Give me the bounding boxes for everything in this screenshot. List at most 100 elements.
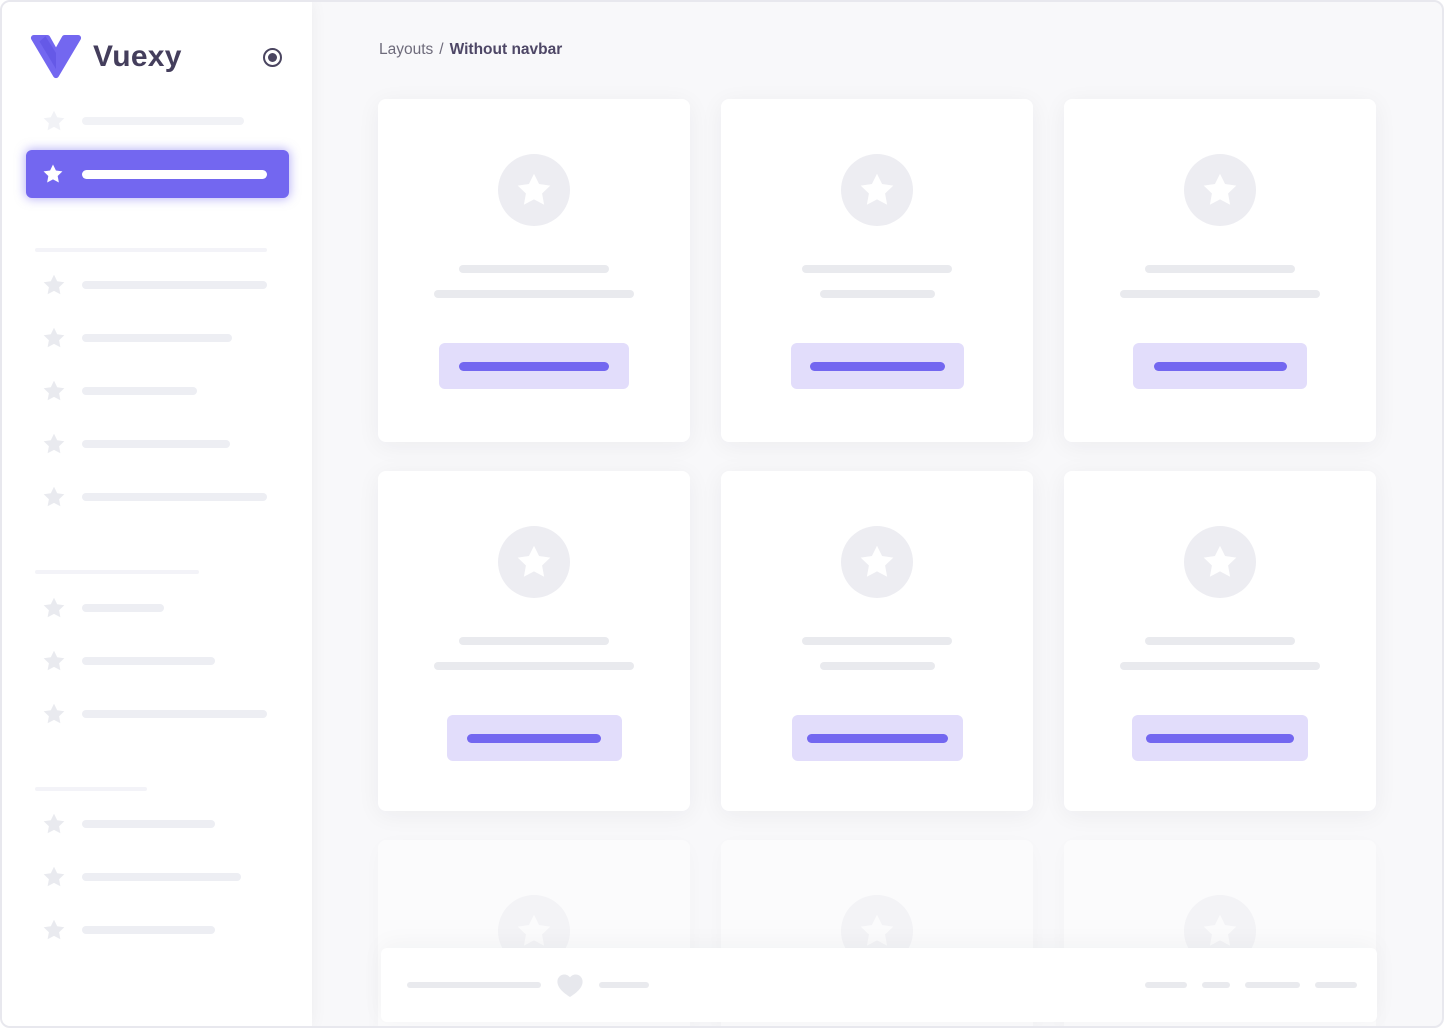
card-grid <box>378 99 1442 1026</box>
main-content: Layouts / Without navbar <box>312 2 1442 1026</box>
skeleton-bar <box>82 820 215 828</box>
star-icon <box>42 649 66 673</box>
skeleton-bar <box>82 926 215 934</box>
breadcrumb-parent[interactable]: Layouts <box>379 41 434 58</box>
sidebar-nav <box>2 109 312 942</box>
card <box>1064 99 1376 442</box>
skeleton-bar <box>82 281 267 289</box>
card-button-label-bar <box>467 733 601 743</box>
card-line-2 <box>819 662 935 670</box>
sidebar: Vuexy <box>2 2 312 1026</box>
star-icon <box>42 273 66 297</box>
star-icon <box>42 379 66 403</box>
avatar-star-placeholder <box>841 526 913 598</box>
card-line-2 <box>434 290 634 298</box>
star-icon <box>42 109 66 133</box>
section-divider <box>35 248 267 252</box>
card <box>721 99 1033 442</box>
card-line-1 <box>802 637 952 645</box>
sidebar-item[interactable] <box>42 918 288 942</box>
section-divider <box>35 570 199 574</box>
skeleton-bar <box>82 873 241 881</box>
star-icon <box>42 485 66 509</box>
sidebar-item-active[interactable] <box>26 150 289 198</box>
skeleton-bar <box>82 604 164 612</box>
sidebar-item[interactable] <box>42 379 288 403</box>
card-button-label-bar <box>1153 361 1287 371</box>
footer-left-group <box>407 972 649 998</box>
footer-skeleton-bar <box>1315 982 1357 988</box>
breadcrumb-current: Without navbar <box>449 41 563 58</box>
sidebar-item[interactable] <box>42 649 288 673</box>
skeleton-bar <box>82 440 230 448</box>
card-button[interactable] <box>439 343 629 389</box>
card-line-1 <box>1145 265 1295 273</box>
footer-skeleton-bar <box>1202 982 1230 988</box>
star-icon <box>42 326 66 350</box>
card-line-1 <box>459 637 609 645</box>
radio-dot-icon[interactable] <box>263 47 282 67</box>
sidebar-header: Vuexy <box>2 2 312 79</box>
sidebar-item[interactable] <box>42 702 288 726</box>
card <box>378 471 690 811</box>
card-button-label-bar <box>459 361 609 371</box>
heart-icon <box>556 972 584 998</box>
sidebar-item[interactable] <box>42 326 288 350</box>
card <box>721 471 1033 811</box>
sidebar-item[interactable] <box>42 812 288 836</box>
skeleton-bar <box>82 493 267 501</box>
card-button-label-bar <box>806 733 948 743</box>
star-icon <box>42 596 66 620</box>
avatar-star-placeholder <box>841 154 913 226</box>
sidebar-item[interactable] <box>42 596 288 620</box>
sidebar-item[interactable] <box>42 485 288 509</box>
breadcrumb-separator: / <box>439 41 444 58</box>
breadcrumb: Layouts / Without navbar <box>379 41 1442 59</box>
skeleton-bar <box>82 657 215 665</box>
card-button-label-bar <box>809 361 945 371</box>
card-line-1 <box>459 265 609 273</box>
avatar-star-placeholder <box>498 154 570 226</box>
footer-bar <box>381 948 1377 1022</box>
card-button[interactable] <box>790 343 964 389</box>
footer-skeleton-bar <box>1245 982 1300 988</box>
star-icon <box>42 812 66 836</box>
star-icon <box>42 702 66 726</box>
sidebar-item[interactable] <box>42 109 288 133</box>
avatar-star-placeholder <box>1184 154 1256 226</box>
card-line-1 <box>802 265 952 273</box>
footer-skeleton-bar <box>1145 982 1187 988</box>
card-line-2 <box>1120 662 1320 670</box>
brand-name: Vuexy <box>93 40 182 73</box>
card <box>1064 471 1376 811</box>
card-line-1 <box>1145 637 1295 645</box>
sidebar-item[interactable] <box>42 865 288 889</box>
card-button[interactable] <box>446 715 622 761</box>
footer-skeleton-bar <box>407 982 541 988</box>
card-button[interactable] <box>1133 343 1307 389</box>
vuexy-logo-icon <box>30 35 82 79</box>
sidebar-item[interactable] <box>42 432 288 456</box>
avatar-star-placeholder <box>1184 526 1256 598</box>
card-line-2 <box>819 290 935 298</box>
skeleton-bar <box>82 334 232 342</box>
skeleton-bar <box>82 710 267 718</box>
card-button[interactable] <box>1132 715 1308 761</box>
star-icon <box>42 918 66 942</box>
footer-skeleton-bar <box>599 982 649 988</box>
skeleton-bar <box>82 117 244 125</box>
card <box>378 99 690 442</box>
star-icon <box>42 163 64 185</box>
section-divider <box>35 787 147 791</box>
card-button[interactable] <box>791 715 963 761</box>
sidebar-item[interactable] <box>42 273 288 297</box>
star-icon <box>42 432 66 456</box>
skeleton-bar <box>82 387 197 395</box>
brand: Vuexy <box>30 35 182 79</box>
card-button-label-bar <box>1146 733 1294 743</box>
avatar-star-placeholder <box>498 526 570 598</box>
star-icon <box>42 865 66 889</box>
skeleton-bar <box>82 169 267 179</box>
card-line-2 <box>1120 290 1320 298</box>
